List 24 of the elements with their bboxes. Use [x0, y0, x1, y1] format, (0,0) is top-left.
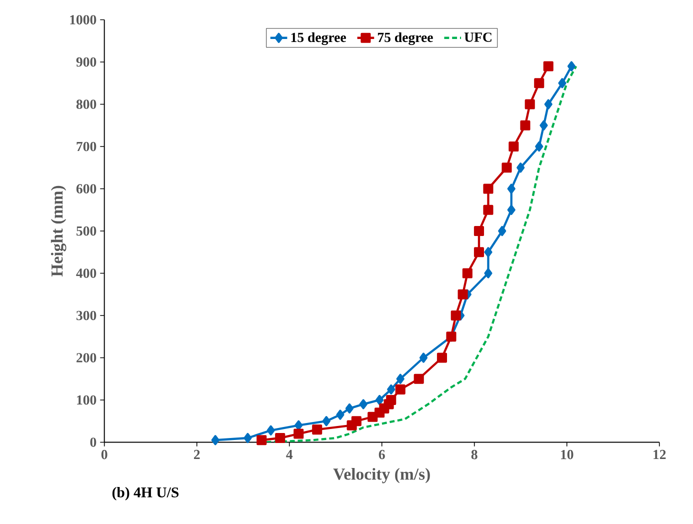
x-tick-label: 8: [471, 450, 478, 460]
x-axis-title: Velocity (m/s): [333, 468, 430, 484]
x-tick-label: 10: [561, 450, 574, 460]
x-tick-label: 6: [378, 450, 385, 460]
text: (b) 4H U/S: [112, 486, 179, 500]
x-tick-label: 0: [101, 450, 108, 460]
x-tick-label: 12: [654, 450, 666, 459]
y-tick-label: 0: [90, 437, 96, 447]
x-tick-label: 2: [194, 450, 200, 459]
y-tick-label: 700: [76, 142, 96, 152]
legend-label: 75 degree: [378, 32, 433, 45]
y-axis-title: Height (mm): [50, 186, 66, 276]
x-tick-label: 4: [286, 450, 293, 459]
y-tick-label: 200: [76, 352, 96, 362]
y-tick-label: 900: [76, 57, 96, 67]
y-tick-label: 400: [76, 268, 96, 278]
y-tick-label: 600: [76, 184, 96, 194]
y-tick-label: 300: [76, 310, 96, 320]
legend-label: UFC: [464, 32, 492, 42]
y-tick-label: 500: [76, 226, 96, 236]
y-tick-label: 800: [76, 99, 96, 109]
y-tick-label: 100: [77, 395, 96, 404]
legend-label: 15 degree: [291, 32, 346, 45]
y-tick-label: 1000: [70, 14, 96, 24]
